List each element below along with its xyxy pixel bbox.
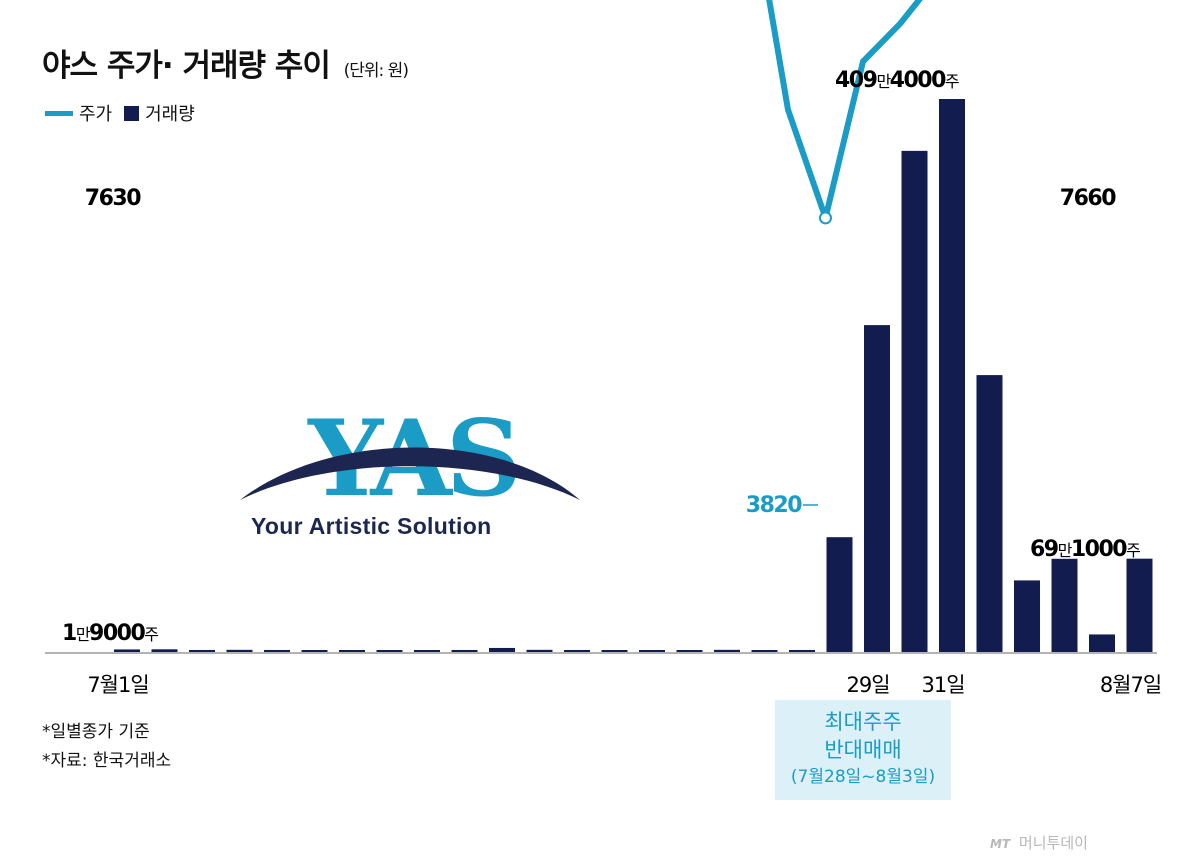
logo-tagline: Your Artistic Solution — [251, 513, 492, 539]
volume-bar — [714, 649, 740, 652]
volume-bar — [226, 649, 253, 652]
volume-bar — [376, 650, 403, 652]
event-line3: (7월28일~8월3일) — [790, 767, 936, 787]
legend-price-label: 주가 — [79, 104, 113, 125]
volume-bar — [789, 649, 815, 652]
chart-title: 야스 주가· 거래량 추이 (단위: 원) — [42, 40, 409, 85]
event-line1: 최대주주 — [824, 710, 902, 734]
volume-bar — [901, 150, 928, 652]
x-tick-label: 31일 — [921, 673, 964, 697]
event-line2: 반대매매 — [824, 738, 902, 762]
volume-bar — [1089, 634, 1115, 652]
title-text: 야스 주가· 거래량 추이 — [42, 48, 331, 84]
legend-volume-label: 거래량 — [145, 104, 195, 125]
volume-bar — [339, 650, 365, 652]
legend-price-swatch — [45, 110, 73, 116]
publisher-name: 머니투데이 — [1018, 834, 1088, 852]
legend: 주가 거래량 — [45, 100, 195, 126]
label-price-end: 7660 — [1060, 186, 1116, 211]
yas-logo: YAS — [240, 396, 580, 520]
volume-bar — [751, 650, 778, 652]
note-source: *자료: 한국거래소 — [42, 751, 172, 771]
publisher-mark: MT — [990, 837, 1011, 851]
volume-bar — [151, 649, 178, 652]
volume-bar — [264, 649, 290, 652]
x-tick-label: 7월1일 — [87, 673, 148, 697]
label-volume-end: 69만1000주 — [1030, 537, 1140, 562]
volume-bar — [526, 649, 553, 652]
note-closing-basis: *일별종가 기준 — [42, 722, 150, 742]
volume-bar — [564, 649, 590, 652]
label-price-min: 3820 — [746, 493, 802, 518]
volume-bar — [189, 649, 215, 652]
volume-bar — [451, 649, 478, 652]
label-volume-max: 409만4000주 — [835, 68, 959, 93]
volume-bars — [114, 99, 1153, 652]
legend-volume-swatch — [124, 105, 140, 121]
logo-swoosh — [240, 447, 580, 500]
volume-bar — [1014, 580, 1040, 652]
event-annotation-box: 최대주주 반대매매 (7월28일~8월3일) — [775, 700, 951, 800]
volume-bar — [489, 647, 515, 652]
volume-bar — [639, 650, 665, 652]
x-tick-label: 8월7일 — [1100, 673, 1161, 697]
label-volume-start: 1만9000주 — [62, 621, 158, 646]
volume-bar — [939, 99, 965, 652]
unit-label: (단위: 원) — [343, 61, 409, 81]
x-tick-label: 29일 — [846, 673, 889, 697]
volume-bar — [864, 325, 890, 652]
volume-bar — [114, 649, 140, 652]
volume-bar — [1126, 558, 1153, 652]
volume-bar — [414, 650, 440, 652]
volume-bar — [976, 375, 1003, 652]
volume-bar — [301, 650, 328, 652]
volume-bar — [601, 650, 628, 652]
volume-bar — [676, 650, 703, 652]
volume-bar — [826, 537, 853, 652]
label-price-start: 7630 — [85, 186, 141, 211]
publisher-credit: MT 머니투데이 — [990, 832, 1088, 853]
price-point — [819, 211, 832, 225]
volume-bar — [1051, 558, 1078, 652]
